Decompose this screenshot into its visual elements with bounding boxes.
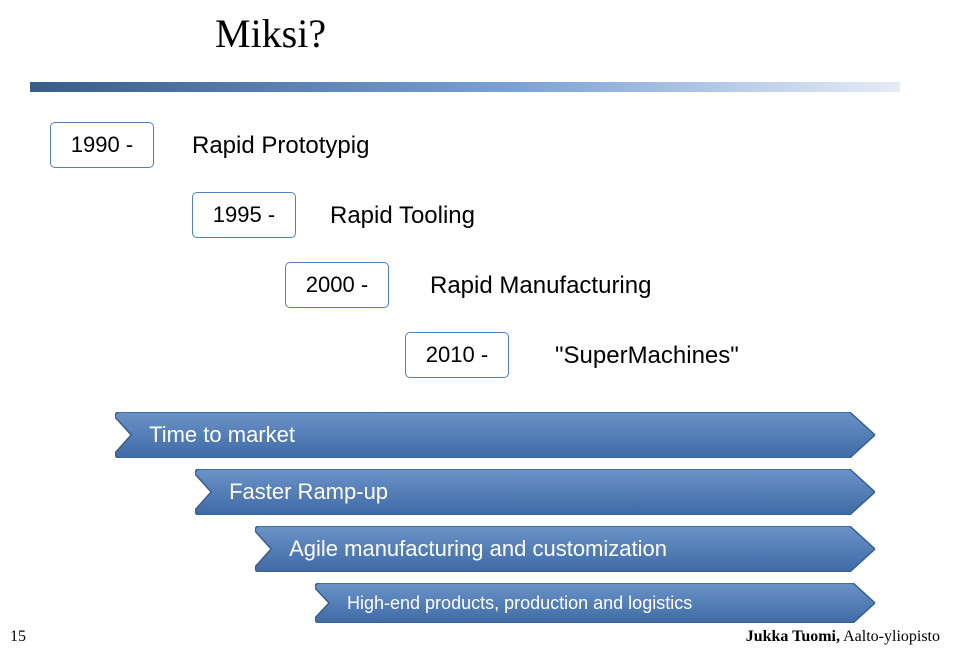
year-box: 1995 - xyxy=(192,192,296,238)
year-label: Rapid Tooling xyxy=(330,202,475,230)
divider-bar xyxy=(30,82,900,92)
year-box: 2010 - xyxy=(405,332,509,378)
year-label: Rapid Prototypig xyxy=(192,132,369,160)
year-box: 1990 - xyxy=(50,122,154,168)
arrow-shape xyxy=(115,412,875,458)
year-label: "SuperMachines" xyxy=(555,342,739,370)
footer-affiliation: Aalto-yliopisto xyxy=(840,628,940,645)
year-label: Rapid Manufacturing xyxy=(430,272,651,300)
slide-title: Miksi? xyxy=(215,10,326,57)
arrow-shape xyxy=(315,583,875,623)
slide: Miksi? 1990 - Rapid Prototypig 1995 - Rapid… xyxy=(0,0,960,654)
arrow-shape xyxy=(255,526,875,572)
footer-author: Jukka Tuomi, xyxy=(746,628,840,645)
arrow-shape xyxy=(195,469,875,515)
year-box: 2000 - xyxy=(285,262,389,308)
slide-number: 15 xyxy=(10,628,26,646)
footer-attribution: Jukka Tuomi, Aalto-yliopisto xyxy=(746,628,940,646)
